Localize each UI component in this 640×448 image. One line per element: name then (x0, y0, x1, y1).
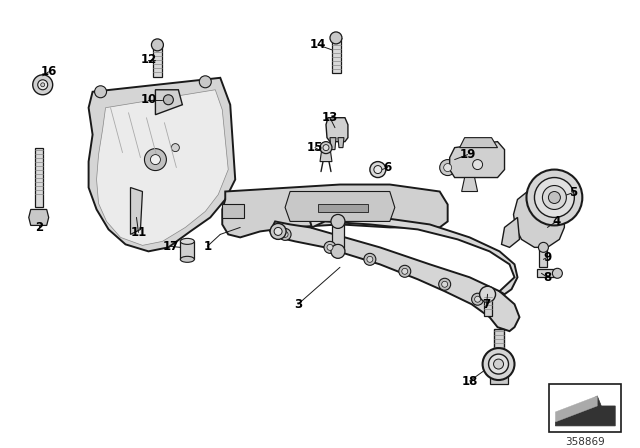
Text: 8: 8 (543, 271, 552, 284)
Circle shape (152, 39, 163, 51)
Circle shape (145, 149, 166, 171)
Bar (549, 384, 621, 432)
Polygon shape (326, 118, 348, 142)
Polygon shape (502, 217, 520, 247)
Bar (222, 204, 244, 219)
Bar (180, 241, 195, 259)
Circle shape (548, 191, 561, 203)
Polygon shape (450, 142, 504, 177)
Polygon shape (320, 148, 332, 162)
Bar (318, 204, 368, 212)
Text: 10: 10 (140, 93, 157, 106)
Text: 13: 13 (322, 111, 338, 124)
Circle shape (399, 265, 411, 277)
Polygon shape (29, 210, 49, 225)
Polygon shape (270, 221, 520, 331)
Circle shape (483, 348, 515, 380)
Text: 4: 4 (552, 215, 561, 228)
Circle shape (33, 75, 52, 95)
Circle shape (320, 142, 332, 154)
Text: 5: 5 (569, 186, 577, 199)
Text: 6: 6 (384, 161, 392, 174)
Circle shape (543, 185, 566, 210)
Circle shape (331, 244, 345, 258)
Circle shape (493, 359, 504, 369)
Text: 2: 2 (35, 221, 43, 234)
Text: 3: 3 (294, 298, 302, 311)
Polygon shape (131, 188, 143, 234)
Circle shape (472, 159, 483, 169)
Circle shape (442, 281, 447, 287)
Circle shape (367, 256, 373, 263)
Polygon shape (513, 188, 564, 247)
Circle shape (374, 166, 382, 173)
Circle shape (488, 354, 509, 374)
Bar (332, 221, 344, 251)
Circle shape (479, 286, 495, 302)
Circle shape (330, 32, 342, 44)
Text: 7: 7 (483, 298, 491, 311)
Polygon shape (461, 177, 477, 191)
Text: 18: 18 (461, 375, 478, 388)
Circle shape (534, 177, 574, 217)
Text: 19: 19 (460, 148, 476, 161)
Circle shape (324, 241, 336, 254)
Text: 9: 9 (543, 251, 552, 264)
Circle shape (38, 80, 48, 90)
Bar (35, 148, 43, 207)
Polygon shape (285, 191, 395, 221)
Bar (538, 269, 557, 277)
Circle shape (444, 164, 452, 172)
Polygon shape (556, 396, 615, 426)
Polygon shape (222, 185, 447, 237)
Polygon shape (88, 78, 236, 251)
Polygon shape (556, 396, 597, 422)
Polygon shape (156, 90, 182, 115)
Circle shape (163, 95, 173, 105)
Circle shape (402, 268, 408, 274)
Polygon shape (460, 138, 497, 148)
Bar (484, 294, 492, 316)
Text: 16: 16 (40, 65, 57, 78)
Circle shape (150, 155, 161, 164)
Text: 11: 11 (131, 226, 147, 239)
Text: 17: 17 (163, 240, 179, 253)
Polygon shape (310, 217, 518, 294)
Polygon shape (338, 138, 344, 148)
Circle shape (440, 159, 456, 176)
Circle shape (472, 293, 484, 305)
Circle shape (538, 242, 548, 252)
Circle shape (327, 244, 333, 250)
Circle shape (270, 224, 286, 239)
Circle shape (323, 145, 329, 151)
Circle shape (438, 278, 451, 290)
Circle shape (282, 232, 288, 237)
Text: 358869: 358869 (566, 437, 605, 447)
Ellipse shape (180, 256, 195, 263)
Text: 12: 12 (140, 53, 157, 66)
Circle shape (274, 228, 282, 235)
Circle shape (41, 83, 45, 87)
Circle shape (527, 169, 582, 225)
Bar (540, 247, 547, 267)
Polygon shape (330, 138, 336, 150)
Circle shape (199, 76, 211, 88)
Circle shape (552, 268, 563, 278)
Circle shape (279, 228, 291, 241)
Circle shape (95, 86, 106, 98)
Circle shape (370, 162, 386, 177)
Bar (493, 329, 504, 359)
Text: 14: 14 (310, 39, 326, 52)
Circle shape (331, 215, 345, 228)
Circle shape (172, 144, 179, 151)
Polygon shape (97, 90, 228, 246)
Circle shape (364, 254, 376, 265)
Bar (490, 374, 508, 384)
Circle shape (475, 296, 481, 302)
Bar (154, 45, 163, 77)
Ellipse shape (180, 238, 195, 244)
Bar (332, 38, 341, 73)
Text: 15: 15 (307, 141, 323, 154)
Text: 1: 1 (204, 240, 211, 253)
